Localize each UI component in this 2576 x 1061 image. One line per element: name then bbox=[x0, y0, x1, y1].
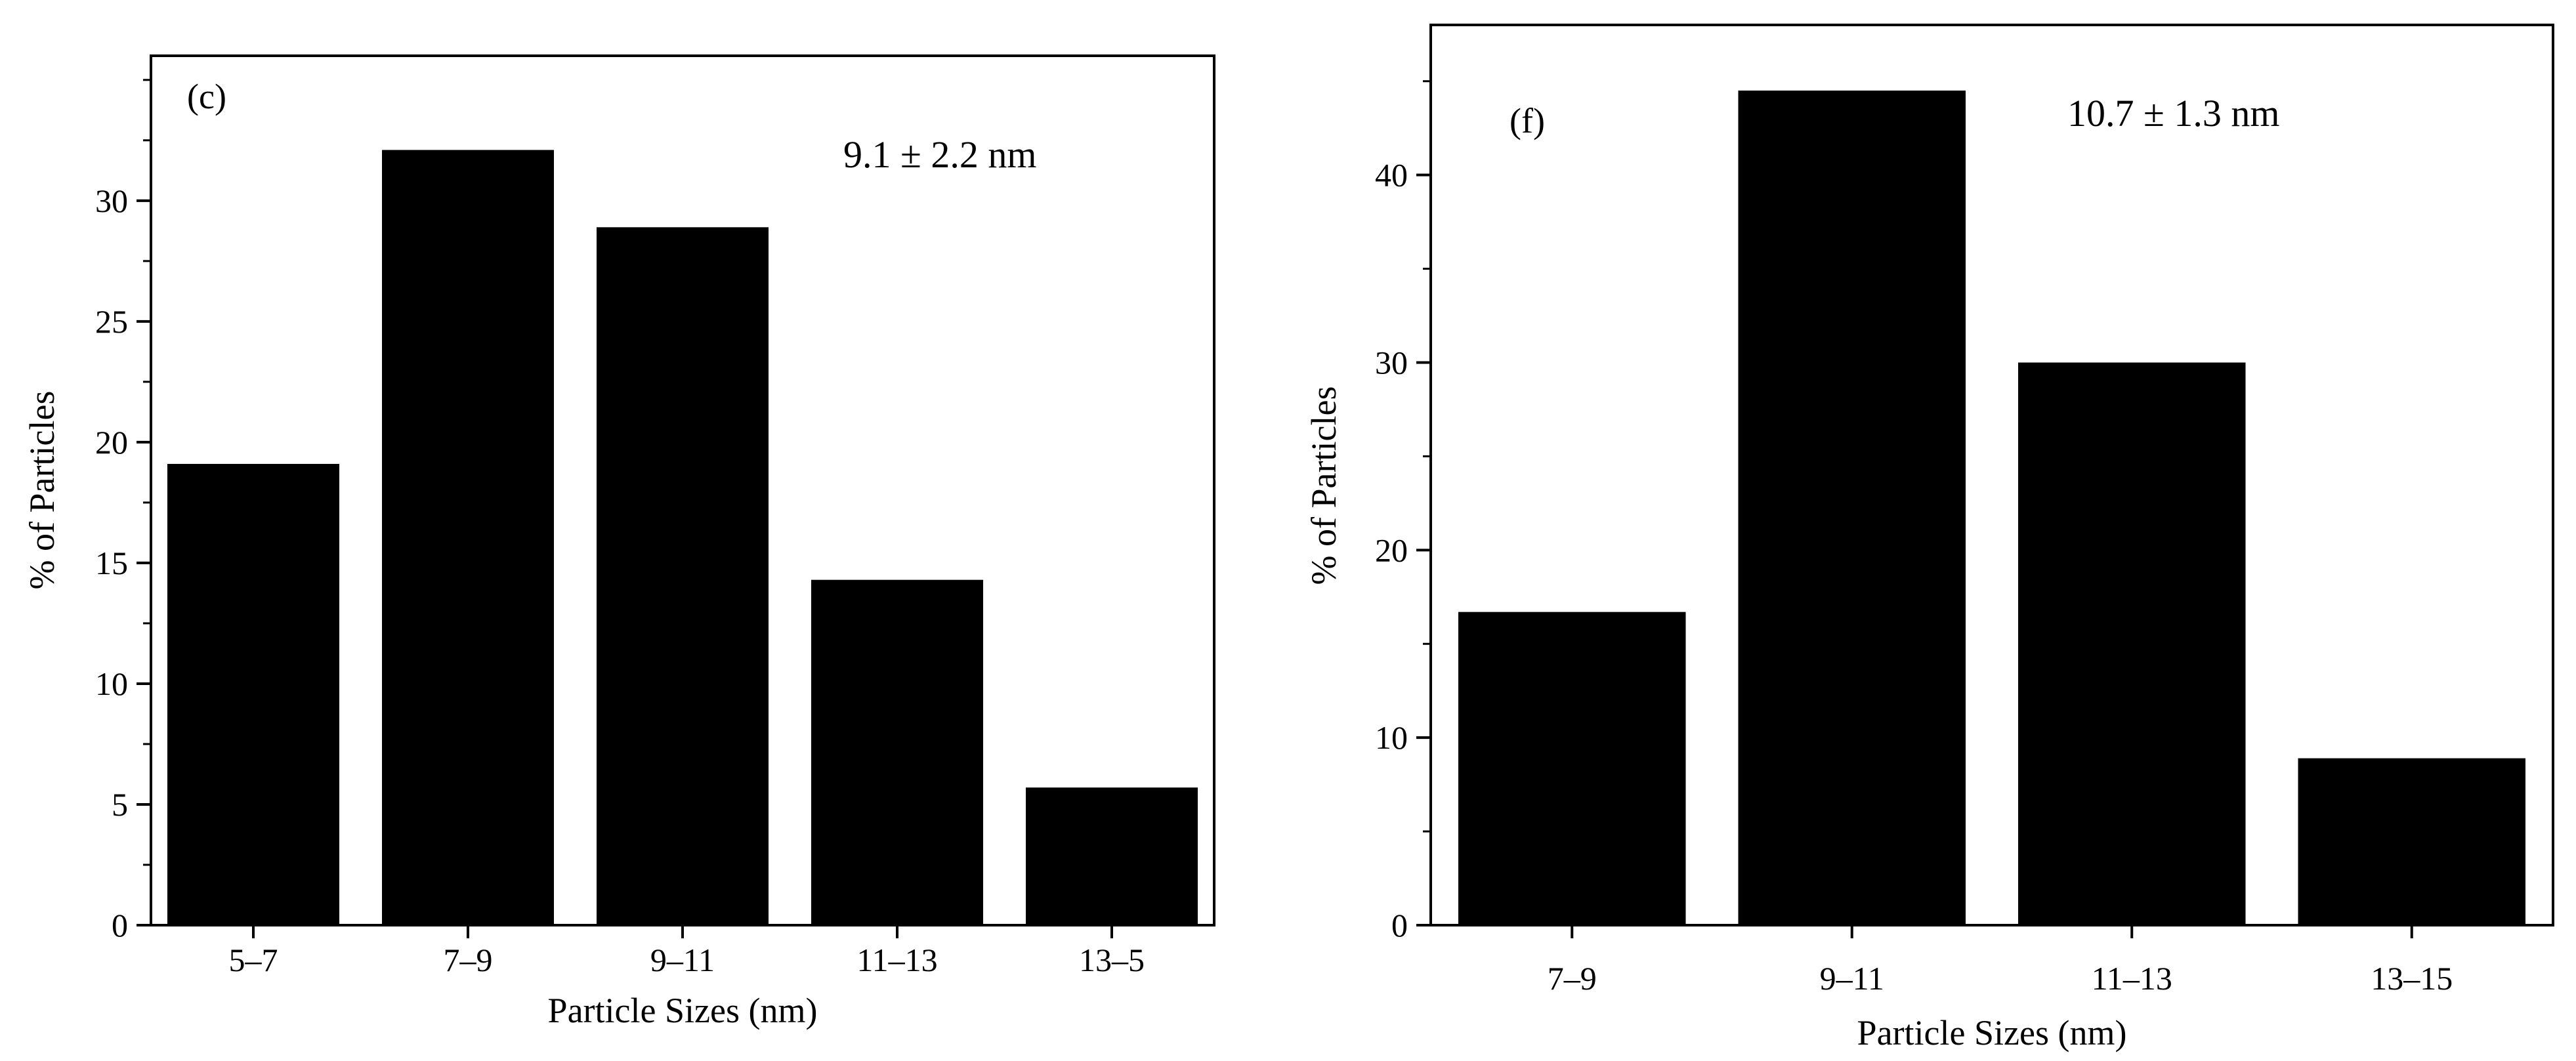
y-tick-label-c-6: 30 bbox=[95, 182, 128, 219]
x-tick-label-c-1: 7–9 bbox=[444, 942, 493, 978]
y-tick-label-c-2: 10 bbox=[95, 665, 128, 702]
x-tick-label-f-2: 11–13 bbox=[2092, 960, 2172, 997]
bar-f-3 bbox=[2298, 758, 2525, 925]
y-tick-label-c-3: 15 bbox=[95, 545, 128, 581]
y-axis-label-c: % of Particles bbox=[22, 391, 62, 590]
y-tick-label-f-1: 10 bbox=[1375, 719, 1408, 756]
y-tick-label-f-3: 30 bbox=[1375, 344, 1408, 381]
x-tick-label-c-4: 13–5 bbox=[1079, 942, 1145, 978]
x-ticks-f: 7–9 9–11 11–13 13–15 bbox=[1548, 925, 2453, 997]
x-axis-label-c: Particle Sizes (nm) bbox=[548, 991, 818, 1030]
x-tick-label-f-0: 7–9 bbox=[1548, 960, 1597, 997]
bar-f-2 bbox=[2018, 362, 2246, 925]
y-tick-label-f-4: 40 bbox=[1375, 157, 1408, 194]
y-tick-label-f-2: 20 bbox=[1375, 531, 1408, 568]
stats-annotation-c: 9.1 ± 2.2 nm bbox=[843, 133, 1036, 176]
y-tick-label-f-0: 0 bbox=[1391, 907, 1408, 944]
x-tick-label-c-2: 9–11 bbox=[650, 942, 715, 978]
x-axis-label-f: Particle Sizes (nm) bbox=[1857, 1013, 2127, 1052]
bar-c-0 bbox=[167, 464, 339, 925]
x-tick-label-c-3: 11–13 bbox=[856, 942, 937, 978]
y-tick-label-c-5: 25 bbox=[95, 303, 128, 340]
x-ticks-c: 5–7 7–9 9–11 11–13 13–5 bbox=[229, 925, 1145, 978]
bar-c-3 bbox=[811, 579, 983, 925]
bar-c-1 bbox=[382, 150, 554, 926]
y-axis-label-f: % of Particles bbox=[1304, 386, 1343, 585]
bar-c-4 bbox=[1026, 787, 1198, 925]
stats-annotation-f: 10.7 ± 1.3 nm bbox=[2067, 92, 2279, 135]
x-tick-label-f-1: 9–11 bbox=[1820, 960, 1884, 997]
x-tick-label-f-3: 13–15 bbox=[2371, 960, 2453, 997]
panel-label-c: (c) bbox=[187, 77, 226, 116]
panel-label-f: (f) bbox=[1510, 101, 1545, 140]
bar-c-2 bbox=[597, 227, 769, 925]
bars-c bbox=[167, 150, 1198, 926]
y-ticks-c: 0 5 10 15 20 25 30 bbox=[95, 79, 151, 944]
x-tick-label-c-0: 5–7 bbox=[229, 942, 278, 978]
bars-f bbox=[1458, 91, 2525, 926]
y-ticks-f: 0 10 20 30 40 bbox=[1375, 80, 1431, 944]
chart-panel-c: 0 5 10 15 20 25 30 5–7 7–9 9–11 11–13 13–5 (c) 9.1… bbox=[22, 54, 1215, 1030]
bar-f-0 bbox=[1458, 612, 1686, 925]
y-tick-label-c-1: 5 bbox=[112, 786, 128, 823]
chart-panel-f: 0 10 20 30 40 7–9 9–11 11–13 13–15 (f) 10.7 ± 1… bbox=[1304, 24, 2554, 1052]
plot-frame-f bbox=[1429, 24, 2554, 926]
y-tick-label-c-4: 20 bbox=[95, 424, 128, 461]
y-tick-label-c-0: 0 bbox=[112, 907, 128, 944]
bar-f-1 bbox=[1738, 91, 1966, 926]
